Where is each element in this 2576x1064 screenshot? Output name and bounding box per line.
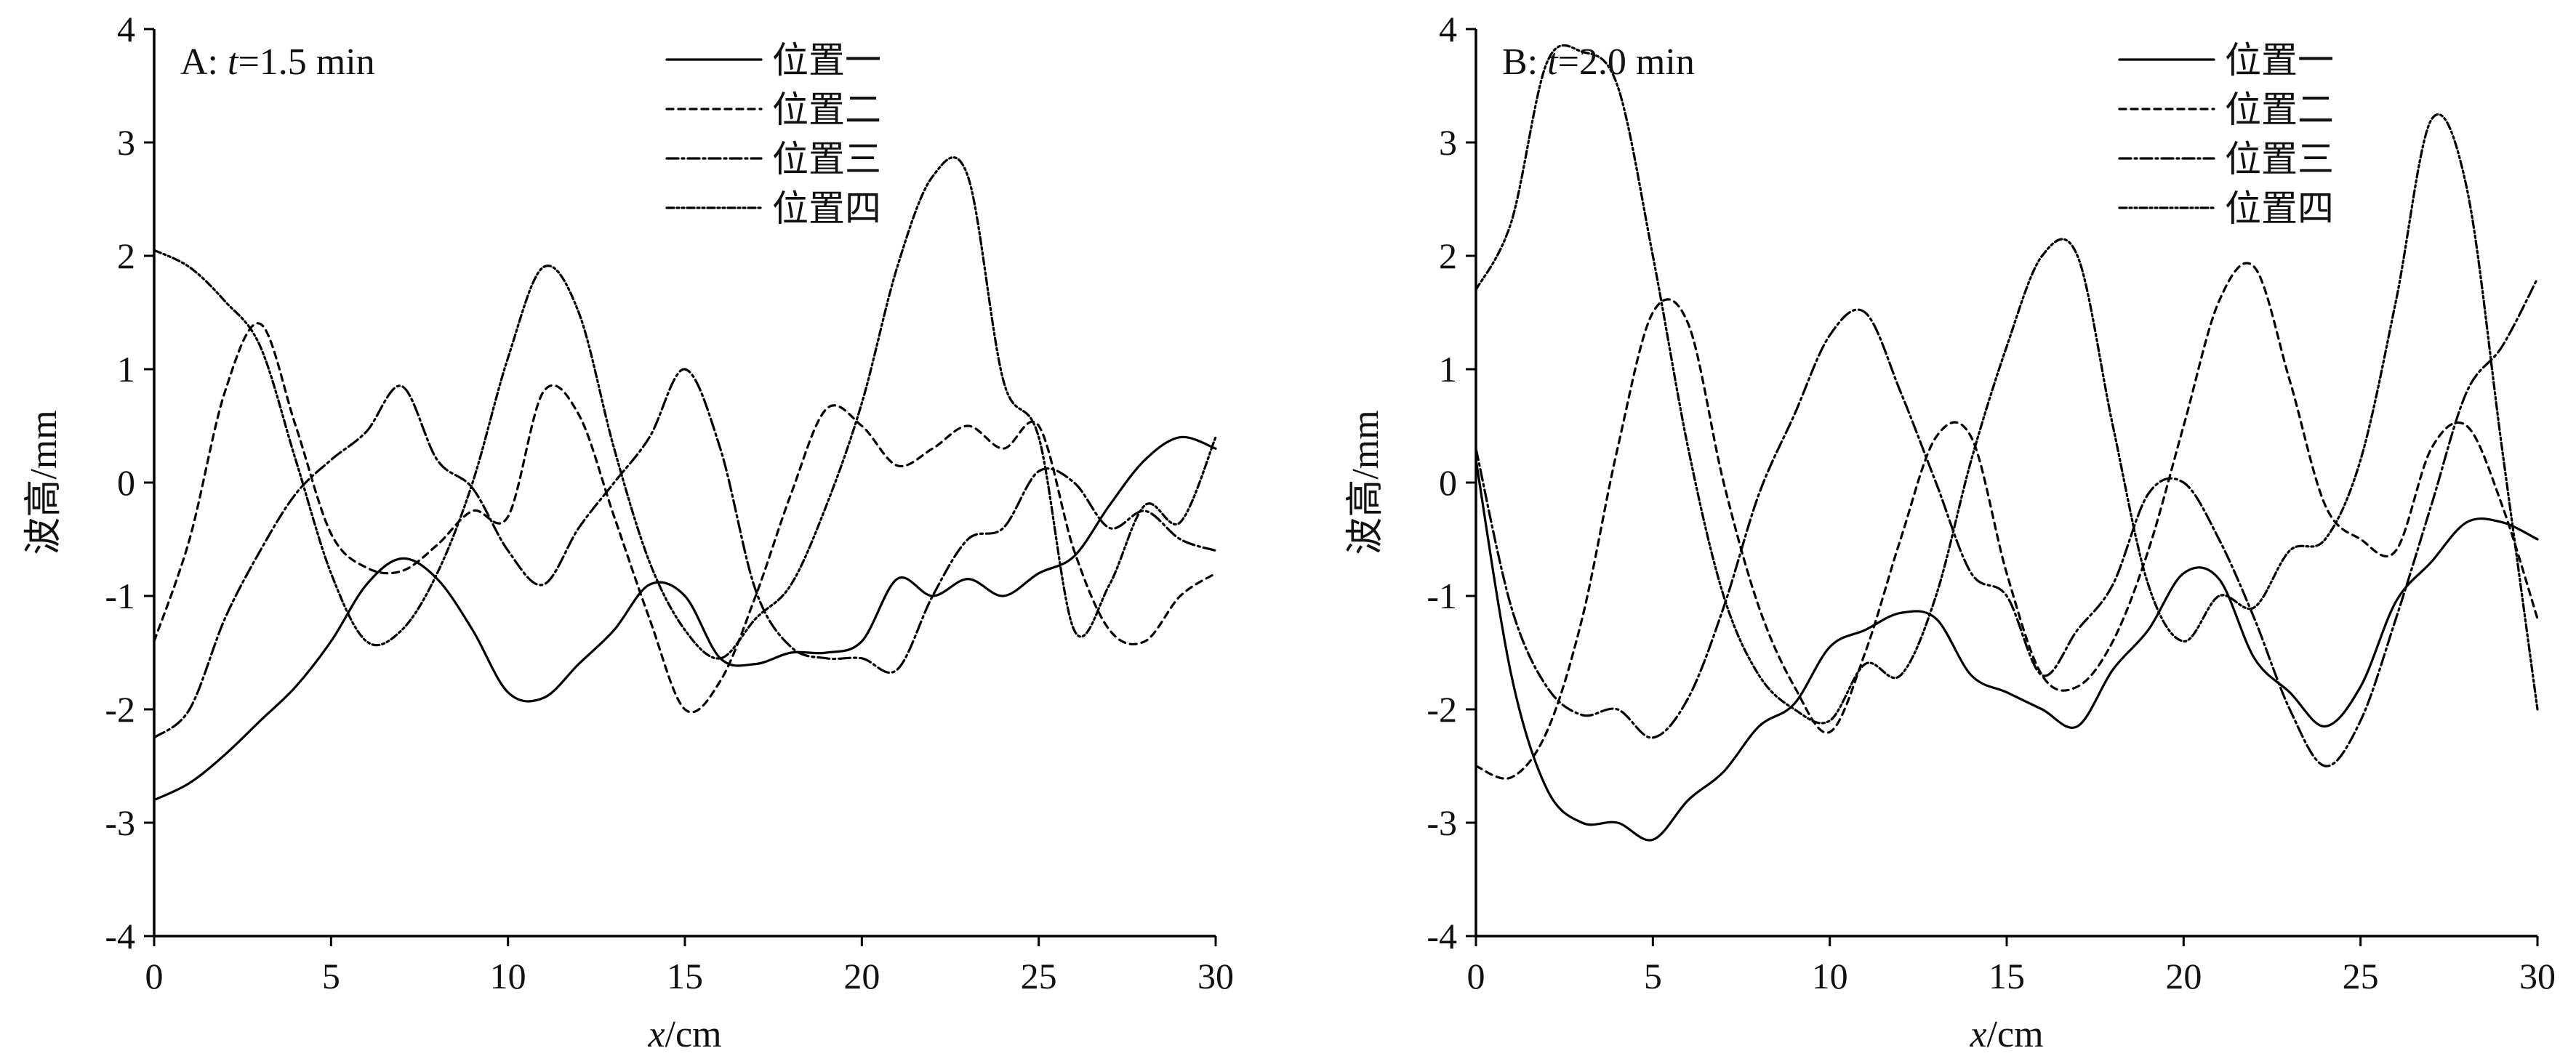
y-tick-label: -4: [105, 916, 135, 956]
y-axis-label: 波高/mm: [23, 410, 65, 555]
series-line-2: [1474, 262, 2539, 780]
y-tick-label: -2: [1427, 689, 1457, 730]
y-tick-label: -3: [105, 802, 135, 843]
y-tick-label: 4: [117, 9, 135, 49]
legend-label: 位置二: [2225, 89, 2334, 130]
legend-label: 位置三: [2225, 139, 2334, 180]
x-tick-label: 30: [1197, 956, 1234, 996]
y-tick-label: -1: [105, 576, 135, 616]
y-tick-label: 0: [117, 462, 135, 503]
y-tick-label: 2: [1439, 235, 1457, 276]
x-tick-label: 10: [490, 956, 526, 996]
series-line-3: [1474, 277, 2539, 767]
series-line-1: [1474, 459, 2539, 842]
x-tick-label: 20: [843, 956, 880, 996]
x-tick-label: 15: [1989, 956, 2025, 996]
y-tick-label: 3: [1439, 122, 1457, 163]
x-tick-label: 25: [1021, 956, 1057, 996]
y-tick-label: 1: [117, 349, 135, 390]
x-tick-label: 5: [322, 956, 340, 996]
legend-label: 位置三: [772, 139, 881, 180]
x-axis-label: x/cm: [1969, 1014, 2043, 1055]
x-axis-label: x/cm: [647, 1014, 721, 1055]
legend-label: 位置四: [2225, 188, 2334, 229]
x-tick-label: 0: [1467, 956, 1485, 996]
x-tick-label: 5: [1644, 956, 1662, 996]
x-tick-label: 30: [2519, 956, 2556, 996]
series-line-1: [153, 435, 1217, 802]
legend-label: 位置四: [772, 188, 881, 229]
series-line-4: [153, 156, 1217, 660]
legend-label: 位置二: [772, 89, 881, 130]
y-tick-label: 0: [1439, 462, 1457, 503]
panel-title: A: t=1.5 min: [180, 41, 375, 83]
x-tick-label: 20: [2165, 956, 2202, 996]
series-line-3: [153, 368, 1217, 739]
x-tick-label: 25: [2343, 956, 2379, 996]
y-axis-label: 波高/mm: [1345, 410, 1387, 555]
series-line-4: [1474, 44, 2539, 725]
y-tick-label: -2: [105, 689, 135, 730]
y-tick-label: 3: [117, 122, 135, 163]
y-tick-label: 1: [1439, 349, 1457, 390]
legend-label: 位置一: [772, 40, 881, 81]
x-tick-label: 15: [667, 956, 703, 996]
y-tick-label: 2: [117, 235, 135, 276]
legend-label: 位置一: [2225, 40, 2334, 81]
y-tick-label: -3: [1427, 802, 1457, 843]
x-tick-label: 10: [1812, 956, 1848, 996]
y-tick-label: -1: [1427, 576, 1457, 616]
x-tick-label: 0: [145, 956, 164, 996]
y-tick-label: 4: [1439, 9, 1457, 49]
y-tick-label: -4: [1427, 916, 1457, 956]
panel-title: B: t=2.0 min: [1502, 41, 1695, 83]
series-line-2: [153, 322, 1217, 714]
